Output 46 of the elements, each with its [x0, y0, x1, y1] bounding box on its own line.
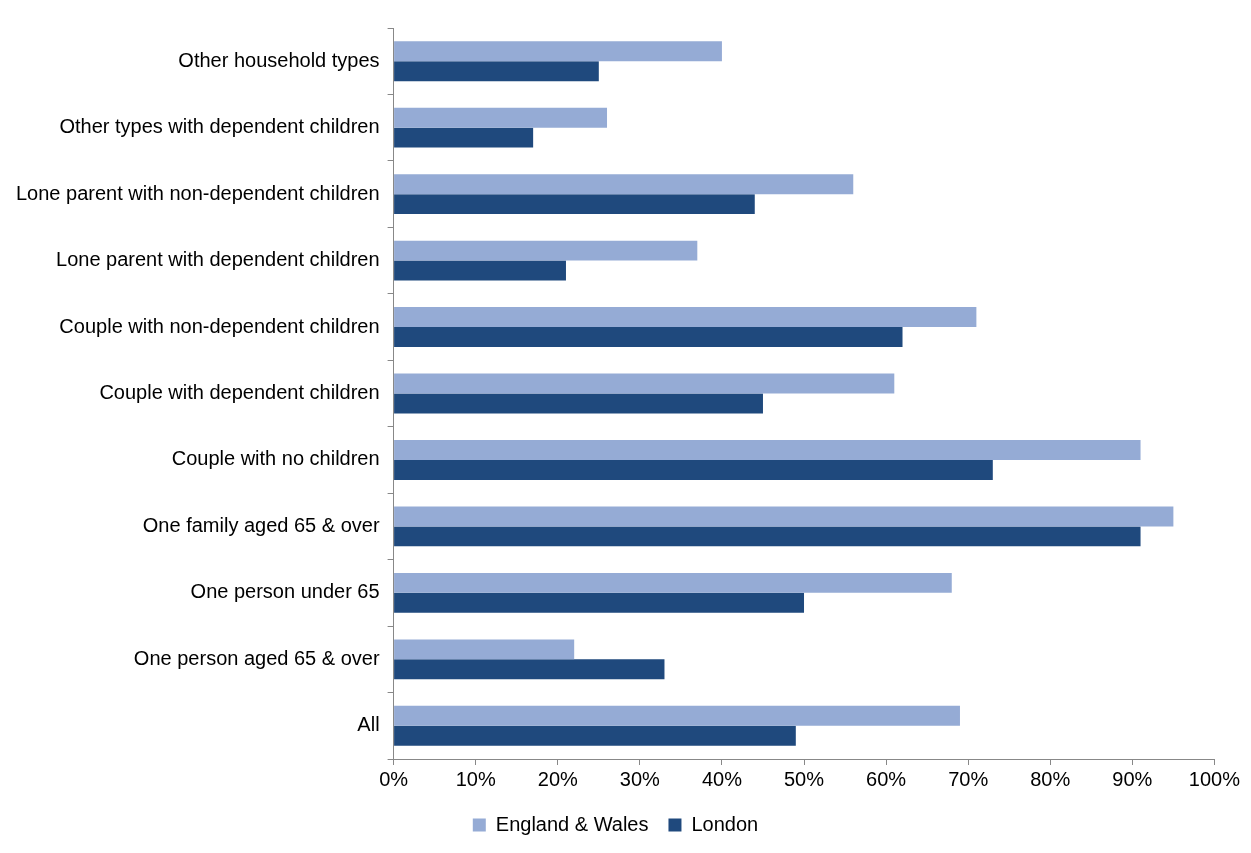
- y-tick-label: All: [357, 713, 380, 736]
- bar: [394, 194, 755, 215]
- bar: [394, 127, 534, 148]
- x-tick-label: 80%: [1030, 767, 1071, 790]
- legend-label: England & Wales: [495, 812, 649, 835]
- y-tick-label: One person aged 65 & over: [133, 646, 380, 669]
- y-tick-label: Lone parent with dependent children: [56, 248, 380, 271]
- bar: [394, 572, 952, 593]
- x-tick-label: 100%: [1188, 767, 1241, 790]
- bar: [394, 705, 960, 726]
- y-tick-label: Other types with dependent children: [59, 115, 380, 138]
- y-tick-label: One family aged 65 & over: [142, 513, 380, 536]
- bar: [394, 639, 575, 660]
- y-tick-label: Other household types: [178, 48, 380, 71]
- bar: [394, 725, 796, 746]
- x-tick-label: 40%: [701, 767, 743, 790]
- y-tick-label: One person under 65: [190, 580, 380, 603]
- bar: [394, 592, 805, 613]
- bar: [394, 659, 665, 680]
- bar: [394, 61, 599, 82]
- x-tick-label: 90%: [1112, 767, 1153, 790]
- x-tick-label: 10%: [455, 767, 496, 790]
- bar: [394, 526, 1141, 547]
- y-tick-label: Couple with dependent children: [99, 381, 380, 404]
- bar: [394, 307, 977, 328]
- x-tick-label: 50%: [784, 767, 825, 790]
- bar: [394, 107, 608, 128]
- bar: [394, 393, 763, 414]
- bar: [394, 327, 903, 347]
- y-tick-label: Lone parent with non-dependent children: [15, 181, 380, 204]
- bar: [394, 506, 1174, 527]
- bar: [394, 459, 993, 480]
- y-tick-label: Couple with non-dependent children: [59, 314, 380, 337]
- legend-label: London: [691, 812, 759, 835]
- y-tick-label: Couple with no children: [171, 447, 380, 470]
- x-tick-label: 30%: [619, 767, 661, 790]
- x-tick-label: 70%: [948, 767, 989, 790]
- bar: [394, 440, 1141, 460]
- bar: [394, 373, 895, 394]
- bar: [394, 174, 854, 195]
- bar: [394, 260, 566, 281]
- bar: [394, 240, 698, 261]
- bar: [394, 41, 722, 62]
- x-tick-label: 20%: [537, 767, 578, 790]
- x-tick-label: 0%: [379, 767, 409, 790]
- x-tick-label: 60%: [866, 767, 907, 790]
